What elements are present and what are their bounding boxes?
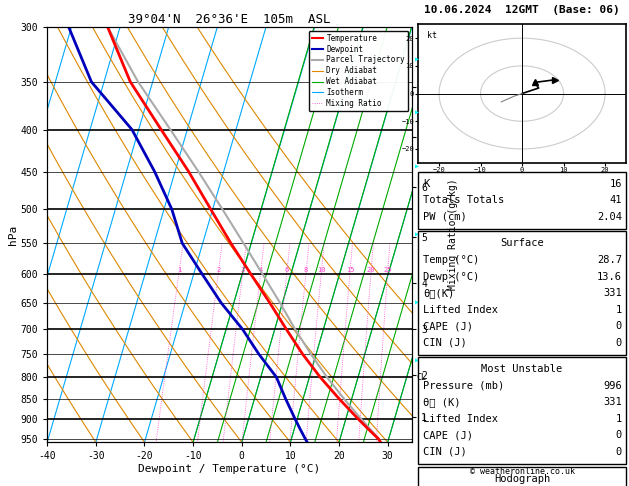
Text: 2: 2	[216, 267, 220, 273]
Text: 15: 15	[346, 267, 354, 273]
Text: θᴄ(K): θᴄ(K)	[423, 288, 455, 298]
Text: ▸: ▸	[414, 228, 420, 238]
Text: 0: 0	[616, 338, 622, 347]
Text: Totals Totals: Totals Totals	[423, 195, 504, 205]
Text: 10.06.2024  12GMT  (Base: 06): 10.06.2024 12GMT (Base: 06)	[424, 5, 620, 15]
Text: Temp (°C): Temp (°C)	[423, 255, 479, 265]
Text: 0: 0	[616, 321, 622, 331]
Text: ▸: ▸	[414, 107, 420, 117]
Text: © weatheronline.co.uk: © weatheronline.co.uk	[470, 467, 574, 476]
Text: 4: 4	[259, 267, 263, 273]
Text: 0: 0	[616, 431, 622, 440]
Text: 2.04: 2.04	[597, 212, 622, 222]
Text: K: K	[423, 179, 430, 189]
Text: ▸: ▸	[414, 296, 420, 306]
Text: 3: 3	[240, 267, 245, 273]
Text: 331: 331	[603, 288, 622, 298]
Text: Hodograph: Hodograph	[494, 474, 550, 484]
Text: 0: 0	[616, 447, 622, 457]
Text: 6: 6	[284, 267, 289, 273]
Y-axis label: hPa: hPa	[8, 225, 18, 244]
Text: 28.7: 28.7	[597, 255, 622, 265]
Text: 16: 16	[610, 179, 622, 189]
Text: 13.6: 13.6	[597, 272, 622, 281]
X-axis label: Dewpoint / Temperature (°C): Dewpoint / Temperature (°C)	[138, 464, 321, 474]
Text: 10: 10	[317, 267, 326, 273]
Text: ▸: ▸	[414, 355, 420, 364]
Text: 1: 1	[177, 267, 181, 273]
Text: θᴄ (K): θᴄ (K)	[423, 398, 461, 407]
Text: 1: 1	[616, 305, 622, 314]
Text: Lifted Index: Lifted Index	[423, 414, 498, 424]
Y-axis label: km
ASL: km ASL	[441, 39, 459, 61]
Text: 996: 996	[603, 381, 622, 391]
Text: 41: 41	[610, 195, 622, 205]
Text: Lifted Index: Lifted Index	[423, 305, 498, 314]
Text: CL: CL	[416, 373, 426, 382]
Text: PW (cm): PW (cm)	[423, 212, 467, 222]
Text: 25: 25	[384, 267, 392, 273]
Text: CAPE (J): CAPE (J)	[423, 431, 473, 440]
Legend: Temperature, Dewpoint, Parcel Trajectory, Dry Adiabat, Wet Adiabat, Isotherm, Mi: Temperature, Dewpoint, Parcel Trajectory…	[309, 31, 408, 111]
Text: 1: 1	[616, 414, 622, 424]
Text: 20: 20	[367, 267, 376, 273]
Text: ▸: ▸	[414, 160, 420, 170]
Text: CAPE (J): CAPE (J)	[423, 321, 473, 331]
Text: 8: 8	[304, 267, 308, 273]
Text: kt: kt	[426, 31, 437, 40]
Text: ▸: ▸	[414, 53, 420, 63]
Text: Dewp (°C): Dewp (°C)	[423, 272, 479, 281]
Title: 39°04'N  26°36'E  105m  ASL: 39°04'N 26°36'E 105m ASL	[128, 13, 331, 26]
Text: 331: 331	[603, 398, 622, 407]
Text: Surface: Surface	[500, 239, 544, 248]
Text: Mixing Ratio (g/kg): Mixing Ratio (g/kg)	[448, 179, 458, 290]
Text: CIN (J): CIN (J)	[423, 447, 467, 457]
Text: CIN (J): CIN (J)	[423, 338, 467, 347]
Text: Pressure (mb): Pressure (mb)	[423, 381, 504, 391]
Text: Most Unstable: Most Unstable	[481, 364, 563, 374]
